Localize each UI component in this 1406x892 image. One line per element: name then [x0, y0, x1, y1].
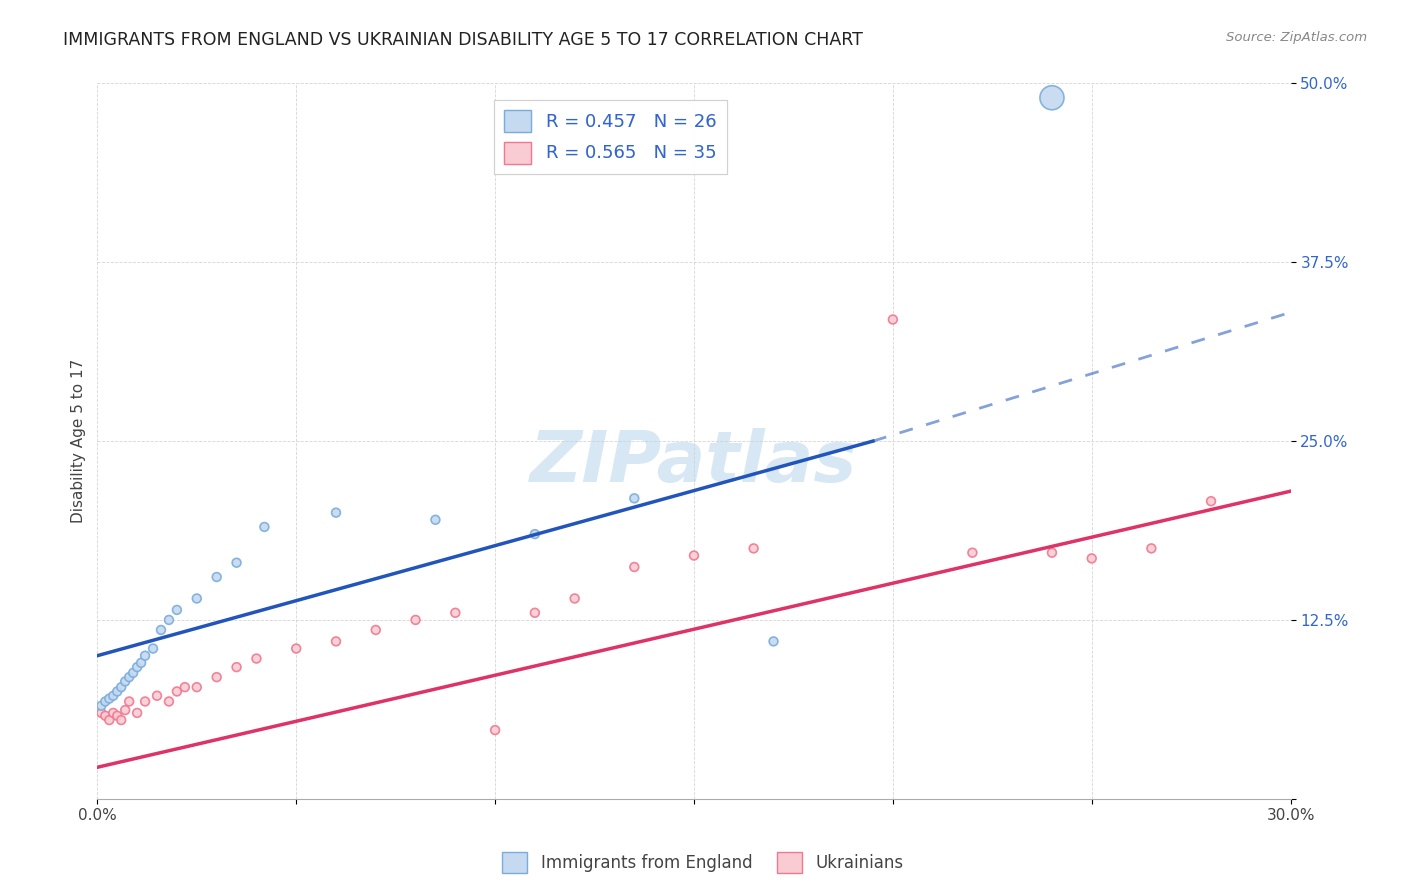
Point: [425, 513, 447, 527]
Point: [94, 708, 117, 723]
Point: [523, 527, 546, 541]
Point: [405, 613, 427, 627]
Point: [129, 656, 152, 670]
Point: [1140, 541, 1163, 556]
Point: [225, 556, 247, 570]
Point: [325, 506, 347, 520]
Point: [1199, 494, 1222, 508]
Point: [1080, 551, 1102, 566]
Point: [166, 603, 188, 617]
Point: [325, 634, 347, 648]
Point: [623, 560, 645, 574]
Point: [105, 708, 128, 723]
Point: [90, 698, 112, 713]
Point: [484, 723, 506, 737]
Point: [127, 660, 149, 674]
Point: [110, 713, 132, 727]
Point: [245, 651, 267, 665]
Point: [166, 684, 188, 698]
Point: [205, 670, 228, 684]
Point: [134, 648, 156, 663]
Point: [186, 591, 208, 606]
Point: [173, 680, 195, 694]
Point: [114, 674, 136, 689]
Point: [564, 591, 586, 606]
Point: [110, 680, 132, 694]
Point: [205, 570, 228, 584]
Point: [882, 312, 904, 326]
Point: [1040, 546, 1063, 560]
Legend: R = 0.457   N = 26, R = 0.565   N = 35: R = 0.457 N = 26, R = 0.565 N = 35: [494, 100, 727, 174]
Point: [103, 689, 125, 703]
Point: [142, 641, 165, 656]
Legend: Immigrants from England, Ukrainians: Immigrants from England, Ukrainians: [496, 846, 910, 880]
Point: [127, 706, 149, 720]
Point: [105, 684, 128, 698]
Point: [285, 641, 308, 656]
Point: [134, 694, 156, 708]
Point: [523, 606, 546, 620]
Point: [762, 634, 785, 648]
Point: [444, 606, 467, 620]
Point: [225, 660, 247, 674]
Point: [118, 670, 141, 684]
Point: [94, 694, 117, 708]
Point: [146, 689, 169, 703]
Point: [157, 694, 180, 708]
Point: [98, 713, 121, 727]
Point: [98, 691, 121, 706]
Point: [122, 665, 145, 680]
Point: [103, 706, 125, 720]
Point: [114, 703, 136, 717]
Point: [1040, 91, 1063, 105]
Text: Source: ZipAtlas.com: Source: ZipAtlas.com: [1226, 31, 1367, 45]
Point: [364, 623, 387, 637]
Text: IMMIGRANTS FROM ENGLAND VS UKRAINIAN DISABILITY AGE 5 TO 17 CORRELATION CHART: IMMIGRANTS FROM ENGLAND VS UKRAINIAN DIS…: [63, 31, 863, 49]
Point: [962, 546, 984, 560]
Y-axis label: Disability Age 5 to 17: Disability Age 5 to 17: [72, 359, 86, 524]
Point: [150, 623, 173, 637]
Point: [157, 613, 180, 627]
Point: [253, 520, 276, 534]
Point: [118, 694, 141, 708]
Point: [186, 680, 208, 694]
Text: ZIPatlas: ZIPatlas: [530, 428, 858, 497]
Point: [683, 549, 706, 563]
Point: [742, 541, 765, 556]
Point: [90, 706, 112, 720]
Point: [623, 491, 645, 506]
